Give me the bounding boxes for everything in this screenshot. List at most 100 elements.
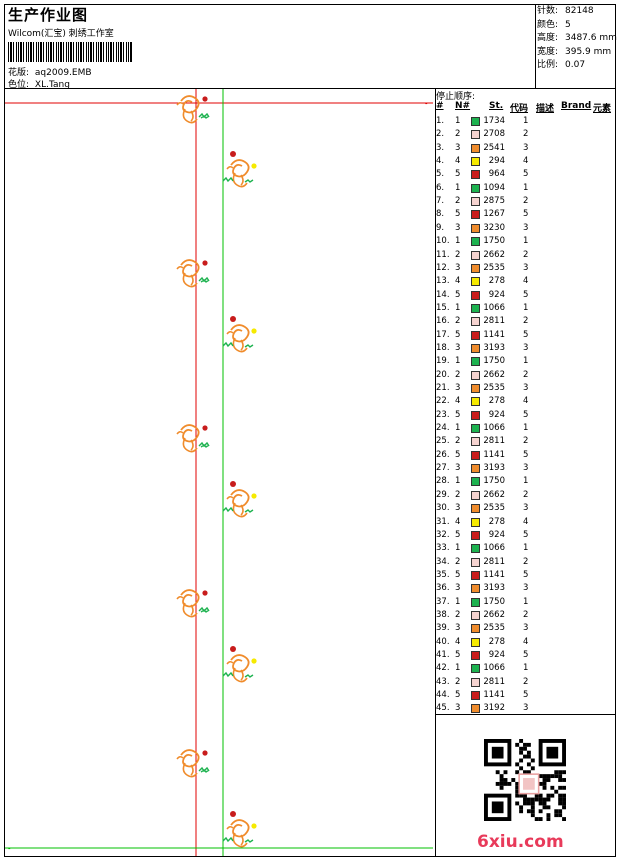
stop-number: 1 — [523, 423, 529, 434]
stop-number: 3 — [523, 342, 529, 353]
color-swatch — [471, 303, 480, 313]
color-swatch — [471, 263, 480, 273]
row-number: 16. — [436, 316, 450, 327]
table-row: 41. 5 924 5 — [436, 649, 616, 662]
thread-code: 3193 — [483, 463, 505, 474]
table-row: 13. 4 278 4 — [436, 275, 616, 288]
stat-row: 颜色: 5 — [537, 19, 617, 33]
thread-code: 2662 — [483, 369, 505, 380]
thread-code: 2811 — [483, 676, 505, 687]
stop-number: 5 — [523, 690, 529, 701]
stop-number: 3 — [523, 463, 529, 474]
table-row: 17. 5 1141 5 — [436, 329, 616, 342]
row-number: 8. — [436, 209, 445, 220]
color-swatch — [471, 691, 480, 701]
header-block: 生产作业图 Wilcom(汇宝) 刺绣工作室 花版: aq2009.EMB 色位… — [5, 5, 535, 90]
thread-code: 964 — [488, 169, 505, 180]
row-number: 10. — [436, 236, 450, 247]
needle-number: 5 — [455, 449, 461, 460]
row-number: 38. — [436, 609, 450, 620]
stop-number: 5 — [523, 650, 529, 660]
color-swatch — [471, 464, 480, 474]
stop-number: 3 — [523, 383, 529, 393]
stop-number: 2 — [523, 249, 529, 260]
design-row: 花版: aq2009.EMB — [8, 65, 92, 78]
color-swatch — [471, 557, 480, 567]
color-swatch — [471, 504, 480, 514]
row-number: 3. — [436, 142, 445, 153]
table-row: 11. 2 2662 2 — [436, 249, 616, 262]
table-row: 16. 2 2811 2 — [436, 315, 616, 328]
color-swatch — [471, 517, 480, 527]
needle-number: 2 — [455, 556, 461, 567]
color-swatch — [471, 197, 480, 207]
table-row: 43. 2 2811 2 — [436, 676, 616, 689]
stop-sequence-title: 停止顺序: — [436, 92, 476, 102]
stop-number: 5 — [523, 409, 529, 420]
table-row: 1. 1 1734 1 — [436, 115, 616, 128]
stop-number: 2 — [523, 556, 529, 567]
stop-number: 1 — [523, 302, 529, 313]
colorway-row: 色位: XL.Tang — [8, 77, 70, 90]
table-row: 8. 5 1267 5 — [436, 208, 616, 221]
thread-code: 1750 — [483, 476, 505, 487]
stat-label: 高度: — [537, 33, 559, 43]
color-swatch — [471, 490, 480, 500]
stat-value: 3487.6 mm — [565, 33, 617, 43]
color-swatch — [471, 637, 480, 647]
software-subtitle: Wilcom(汇宝) 刺绣工作室 — [8, 29, 114, 39]
color-swatch — [471, 384, 480, 393]
stat-label: 比例: — [537, 60, 559, 70]
needle-number: 5 — [455, 569, 461, 580]
col-number: # — [436, 101, 444, 111]
thread-code: 924 — [488, 409, 505, 420]
table-row: 10. 1 1750 1 — [436, 235, 616, 248]
thread-code: 278 — [488, 276, 505, 287]
stat-value: 82148 — [565, 6, 594, 16]
thread-code: 2535 — [483, 383, 505, 393]
thread-code: 1734 — [483, 116, 505, 126]
thread-code: 924 — [488, 650, 505, 660]
stat-value: 395.9 mm — [565, 46, 612, 57]
stop-number: 2 — [523, 609, 529, 620]
stat-row: 针数: 82148 — [537, 5, 617, 19]
stop-number: 4 — [523, 156, 529, 167]
stop-number: 1 — [523, 663, 529, 674]
color-swatch — [471, 651, 480, 660]
stop-number: 5 — [523, 289, 529, 300]
stat-label: 颜色: — [537, 19, 559, 30]
table-row: 26. 5 1141 5 — [436, 449, 616, 462]
thread-code: 1750 — [483, 236, 505, 247]
table-row: 14. 5 924 5 — [436, 289, 616, 302]
table-row: 33. 1 1066 1 — [436, 542, 616, 555]
color-swatch — [471, 677, 480, 687]
thread-code: 2535 — [483, 262, 505, 273]
thread-code: 2811 — [483, 556, 505, 567]
page-title: 生产作业图 — [8, 6, 89, 24]
row-number: 27. — [436, 463, 450, 474]
table-row: 27. 3 3193 3 — [436, 462, 616, 475]
row-number: 19. — [436, 356, 450, 367]
stop-number: 2 — [523, 196, 529, 207]
thread-code: 3230 — [483, 222, 505, 233]
needle-number: 2 — [455, 436, 461, 447]
row-number: 35. — [436, 569, 450, 580]
color-swatch — [471, 664, 480, 674]
col-needle: N# — [455, 101, 471, 111]
table-row: 29. 2 2662 2 — [436, 489, 616, 502]
stop-number: 2 — [523, 129, 529, 140]
stat-value: 5 — [565, 19, 571, 30]
thread-code: 1066 — [483, 663, 505, 674]
needle-number: 2 — [455, 676, 461, 687]
embroidery-motif — [176, 424, 210, 453]
needle-number: 3 — [455, 463, 461, 474]
table-row: 28. 1 1750 1 — [436, 475, 616, 488]
color-swatch — [471, 397, 480, 407]
stat-value: 0.07 — [565, 60, 586, 70]
row-number: 33. — [436, 543, 450, 554]
table-row: 40. 4 278 4 — [436, 636, 616, 649]
table-row: 20. 2 2662 2 — [436, 369, 616, 382]
color-swatch — [471, 317, 480, 327]
row-number: 4. — [436, 156, 445, 167]
needle-number: 4 — [455, 156, 461, 167]
